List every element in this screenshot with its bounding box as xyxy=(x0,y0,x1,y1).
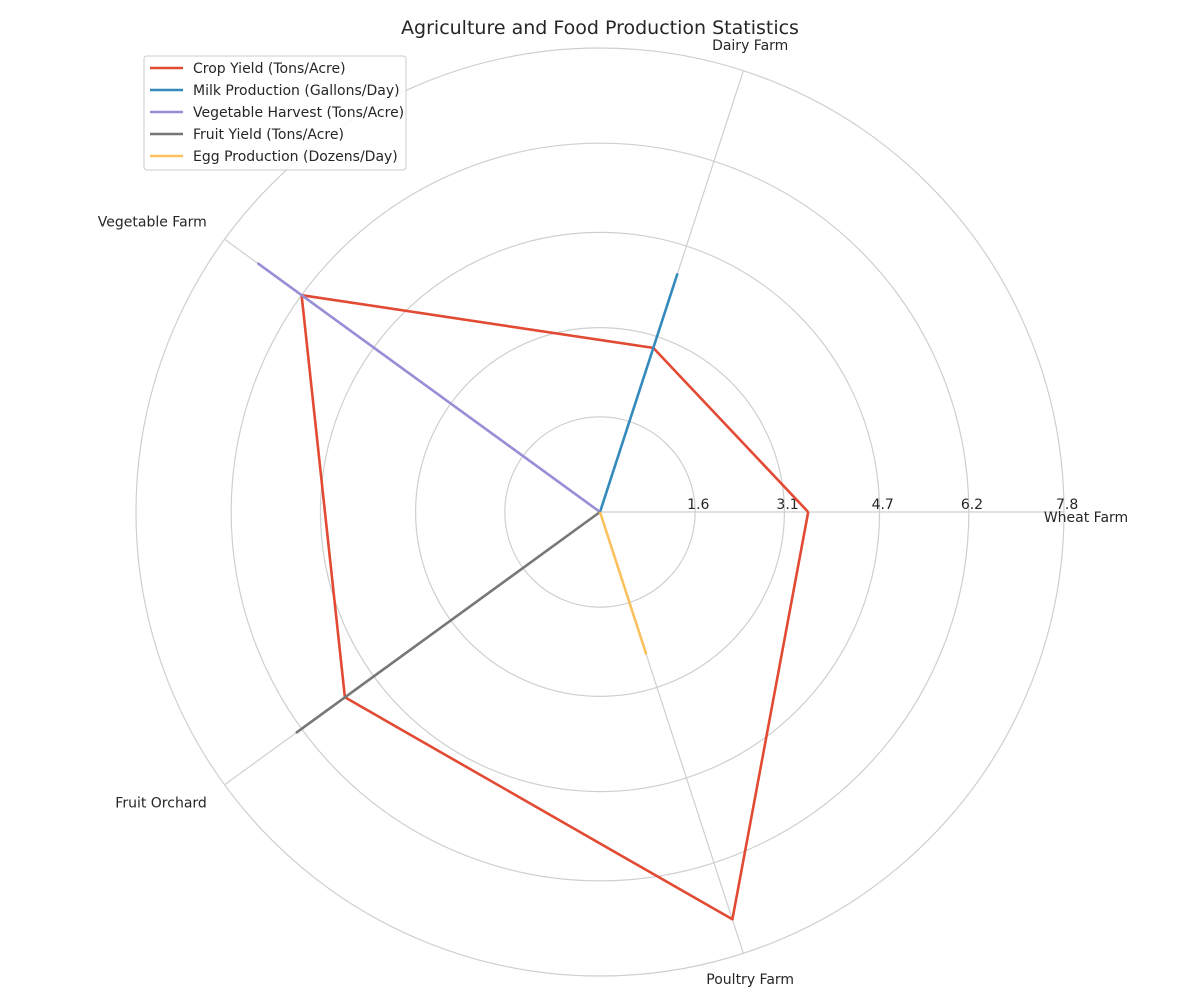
chart-title: Agriculture and Food Production Statisti… xyxy=(401,17,799,39)
radial-tick-label: 4.7 xyxy=(872,497,894,513)
radial-tick-label: 1.6 xyxy=(687,497,709,513)
series-line xyxy=(300,293,810,921)
legend-label: Crop Yield (Tons/Acre) xyxy=(193,61,346,77)
series-line xyxy=(598,511,648,655)
legend-label: Fruit Yield (Tons/Acre) xyxy=(193,127,344,143)
series-line xyxy=(598,273,679,513)
category-label: Vegetable Farm xyxy=(98,214,207,230)
series-line xyxy=(295,510,601,734)
legend-label: Milk Production (Gallons/Day) xyxy=(193,83,400,99)
legend: Crop Yield (Tons/Acre) Milk Production (G… xyxy=(143,55,407,171)
radial-tick-label: 6.2 xyxy=(961,497,983,513)
radial-tick-labels: 1.6 3.1 4.7 6.2 7.8 xyxy=(687,497,1078,513)
radial-tick-label: 3.1 xyxy=(776,497,798,513)
series-line xyxy=(256,262,601,514)
category-labels: Wheat Farm Dairy Farm Vegetable Farm Fruit … xyxy=(98,38,1128,988)
series-lines xyxy=(256,262,810,921)
category-label: Dairy Farm xyxy=(712,38,788,54)
category-label: Wheat Farm xyxy=(1044,510,1128,526)
legend-label: Egg Production (Dozens/Day) xyxy=(193,149,398,165)
radial-tick-label: 7.8 xyxy=(1056,497,1078,513)
category-label: Poultry Farm xyxy=(706,972,794,988)
category-label: Fruit Orchard xyxy=(115,796,207,812)
legend-label: Vegetable Harvest (Tons/Acre) xyxy=(193,105,404,121)
legend-frame xyxy=(143,55,407,171)
